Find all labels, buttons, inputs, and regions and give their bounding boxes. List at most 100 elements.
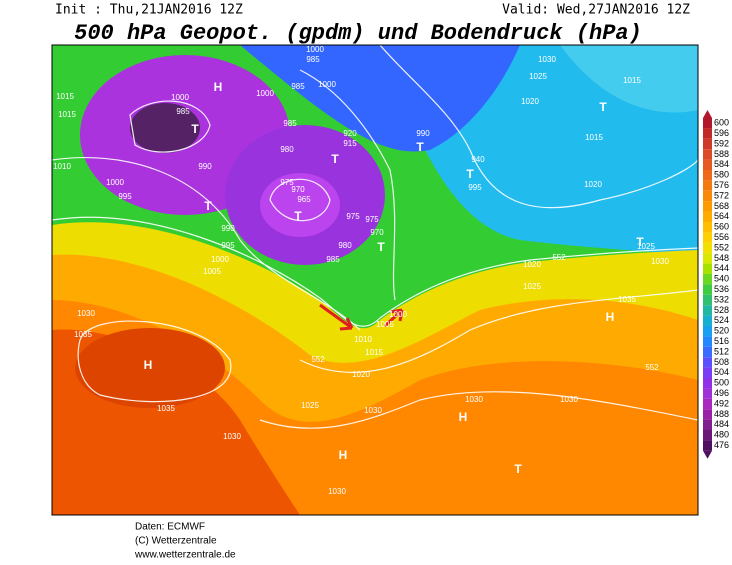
legend-label: 584 xyxy=(714,159,729,169)
pressure-center-label: T xyxy=(514,462,522,476)
isobar-label: 990 xyxy=(198,162,212,171)
pressure-center-label: T xyxy=(294,209,302,223)
isobar-label: 1015 xyxy=(585,133,603,142)
isobar-label: 1025 xyxy=(301,401,319,410)
map-title: 500 hPa Geopot. (gpdm) und Bodendruck (h… xyxy=(74,21,642,46)
isobar-label: 1025 xyxy=(529,72,547,81)
isobar-label: 990 xyxy=(416,129,430,138)
legend-swatch xyxy=(703,211,712,222)
isobar-label: 995 xyxy=(118,192,132,201)
pressure-center-label: H xyxy=(144,358,153,372)
isobar-label: 1005 xyxy=(203,267,221,276)
legend-swatch xyxy=(703,118,712,129)
legend-label: 572 xyxy=(714,190,729,200)
isobar-label: 975 xyxy=(346,212,360,221)
pressure-center-label: T xyxy=(416,140,424,154)
isobar-label: 552 xyxy=(311,355,325,364)
legend-swatch xyxy=(703,367,712,378)
legend-label: 544 xyxy=(714,263,729,273)
isobar-label: 985 xyxy=(176,107,190,116)
legend-swatch xyxy=(703,294,712,306)
legend-label: 552 xyxy=(714,242,729,252)
isobar-label: 985 xyxy=(306,55,320,64)
legend-swatch xyxy=(703,346,712,358)
isobar-label: 552 xyxy=(645,363,659,372)
legend-label: 600 xyxy=(714,118,729,128)
legend-swatch xyxy=(703,398,712,410)
isobar-label: 552 xyxy=(552,253,566,262)
legend-swatch xyxy=(703,357,712,368)
isobar-label: 1015 xyxy=(58,110,76,119)
isobar-label: 1030 xyxy=(465,395,483,404)
legend-label: 480 xyxy=(714,430,729,440)
legend-swatch xyxy=(703,253,712,264)
legend-label: 596 xyxy=(714,128,729,138)
legend-label: 508 xyxy=(714,357,729,367)
legend-swatch xyxy=(703,409,712,420)
legend-swatch xyxy=(703,138,712,150)
pressure-center-label: T xyxy=(377,240,385,254)
legend-label: 516 xyxy=(714,336,729,346)
legend-swatch xyxy=(703,159,712,170)
isobar-label: 1030 xyxy=(77,309,95,318)
legend-swatch xyxy=(703,149,712,160)
isobar-label: 1030 xyxy=(223,432,241,441)
isobar-label: 970 xyxy=(291,185,305,194)
legend-label: 484 xyxy=(714,419,729,429)
isobar-label: 1020 xyxy=(584,180,602,189)
legend-top-arrow xyxy=(703,110,712,118)
legend-swatch xyxy=(703,326,712,337)
legend-swatch xyxy=(703,232,712,243)
isobar-label: 1015 xyxy=(623,76,641,85)
isobar-label: 975 xyxy=(365,215,379,224)
legend-label: 564 xyxy=(714,211,729,221)
legend-label: 548 xyxy=(714,253,729,263)
valid-time: Valid: Wed,27JAN2016 12Z xyxy=(502,3,690,18)
isobar-label: 985 xyxy=(283,119,297,128)
isobar-label: 1000 xyxy=(306,45,324,54)
isobar-label: 1005 xyxy=(376,320,394,329)
isobar-label: 1020 xyxy=(523,260,541,269)
isobar-label: 995 xyxy=(468,183,482,192)
legend-label: 540 xyxy=(714,274,729,284)
legend-label: 588 xyxy=(714,149,729,159)
legend-swatch xyxy=(703,128,712,139)
legend-label: 532 xyxy=(714,294,729,304)
legend-swatch xyxy=(703,222,712,233)
isobar-label: 980 xyxy=(280,145,294,154)
isobar-label: 1030 xyxy=(328,487,346,496)
isobar-label: 1000 xyxy=(211,255,229,264)
legend-label: 512 xyxy=(714,346,729,356)
isobar-label: 1025 xyxy=(637,242,655,251)
pressure-center-label: H xyxy=(214,80,223,94)
pressure-center-label: T xyxy=(204,199,212,213)
isobar-label: 1030 xyxy=(364,406,382,415)
isobar-label: 1000 xyxy=(171,93,189,102)
website: www.wetterzentrale.de xyxy=(134,550,236,561)
legend-swatch xyxy=(703,180,712,191)
pressure-center-label: T xyxy=(191,122,199,136)
legend-swatch xyxy=(703,419,712,430)
isobar-label: 1020 xyxy=(352,370,370,379)
isobar-label: 965 xyxy=(297,195,311,204)
isobar-label: 990 xyxy=(221,224,235,233)
isobar-label: 985 xyxy=(291,82,305,91)
isobar-label: 1020 xyxy=(521,97,539,106)
isobar-label: 1035 xyxy=(618,295,636,304)
legend-swatch xyxy=(703,263,712,274)
legend-label: 504 xyxy=(714,367,729,377)
legend-swatch xyxy=(703,170,712,181)
isobar-label: 1015 xyxy=(365,348,383,357)
pressure-center-label: T xyxy=(466,167,474,181)
legend-swatch xyxy=(703,336,712,347)
isobar-label: 1035 xyxy=(74,330,92,339)
legend-swatch xyxy=(703,284,712,295)
isobar-label: 1000 xyxy=(106,178,124,187)
pressure-center-label: H xyxy=(606,310,615,324)
legend-label: 496 xyxy=(714,388,729,398)
isobar-label: 915 xyxy=(343,139,357,148)
isobar-label: 1030 xyxy=(538,55,556,64)
pressure-center-label: T xyxy=(331,152,339,166)
